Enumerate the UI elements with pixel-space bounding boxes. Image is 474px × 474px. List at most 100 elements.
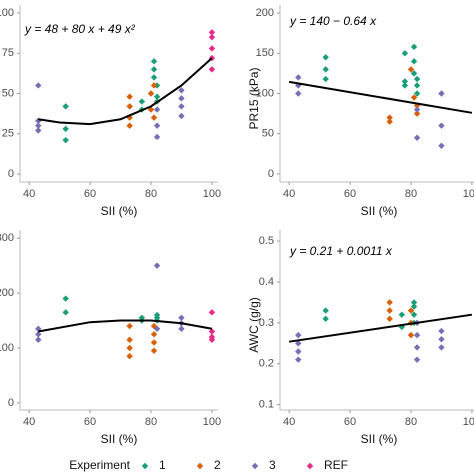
point — [150, 347, 158, 354]
point — [153, 133, 161, 141]
point — [147, 106, 155, 113]
x-tick-label: 60 — [84, 416, 96, 428]
point — [150, 74, 158, 81]
x-tick-label: 60 — [344, 188, 356, 200]
point — [322, 75, 329, 83]
point — [208, 328, 216, 335]
fit-line — [288, 313, 473, 343]
y-tick-label: 100 — [0, 7, 14, 19]
point — [322, 315, 329, 322]
point — [295, 331, 302, 339]
point — [126, 114, 133, 121]
point — [386, 118, 393, 125]
point — [126, 336, 133, 343]
point — [178, 112, 185, 120]
point — [322, 66, 329, 73]
legend-label: 3 — [269, 458, 276, 472]
x-tick-label: 40 — [283, 188, 295, 200]
equation: y = 48 + 80 x + 49 x² — [24, 22, 136, 36]
point — [322, 307, 329, 314]
x-tick-label: 80 — [405, 188, 417, 200]
y-tick-label: 100 — [256, 87, 274, 99]
point — [401, 78, 409, 85]
point — [35, 127, 42, 134]
y-tick-label: 100 — [0, 342, 14, 354]
point — [438, 122, 445, 129]
point — [413, 110, 421, 117]
point — [153, 106, 161, 113]
x-tick-label: 40 — [23, 188, 35, 200]
point — [150, 66, 158, 73]
point — [322, 54, 329, 61]
point — [410, 58, 418, 65]
point — [150, 339, 158, 346]
point — [35, 82, 42, 89]
point — [413, 82, 421, 89]
point — [126, 344, 133, 352]
x-tick-label: 100 — [203, 188, 221, 200]
y-tick-label: 0 — [8, 397, 14, 409]
point — [386, 114, 393, 121]
y-tick-label: 0 — [268, 168, 274, 180]
point — [438, 344, 445, 351]
point — [413, 134, 421, 141]
x-tick-label: 80 — [145, 188, 157, 200]
point — [413, 356, 421, 363]
point — [147, 90, 155, 97]
point — [410, 70, 418, 77]
point — [126, 103, 133, 110]
point — [407, 307, 415, 314]
x-tick-label: 100 — [463, 416, 474, 428]
point — [178, 314, 185, 322]
legend-label: REF — [324, 458, 348, 472]
point — [438, 90, 445, 97]
point — [126, 122, 133, 129]
legend-marker — [196, 462, 204, 470]
x-tick-label: 80 — [405, 416, 417, 428]
point — [398, 311, 406, 318]
y-tick-label: 25 — [2, 128, 14, 140]
y-tick-label: 0.3 — [259, 317, 274, 329]
point — [150, 331, 158, 338]
point — [35, 122, 42, 129]
legend-marker — [141, 462, 149, 470]
point — [407, 331, 415, 339]
point — [178, 95, 185, 102]
y-tick-label: 300 — [0, 232, 14, 244]
point — [413, 344, 421, 351]
y-axis-label: PR15 (kPa) — [247, 67, 261, 129]
point — [407, 66, 415, 73]
point — [295, 340, 302, 347]
x-axis-label: SII (%) — [101, 204, 138, 218]
y-tick-label: 150 — [256, 47, 274, 59]
x-axis-label: SII (%) — [361, 432, 398, 446]
x-tick-label: 40 — [283, 416, 295, 428]
point — [153, 325, 161, 332]
point — [410, 43, 418, 51]
x-tick-label: 100 — [203, 416, 221, 428]
y-tick-label: 0.1 — [259, 399, 274, 411]
fit-line — [38, 57, 213, 126]
point — [413, 331, 421, 339]
point — [178, 325, 185, 332]
point — [410, 299, 418, 306]
point — [150, 82, 158, 89]
x-tick-label: 60 — [84, 188, 96, 200]
x-axis-label: SII (%) — [361, 204, 398, 218]
point — [62, 309, 69, 316]
y-tick-label: 50 — [262, 128, 274, 140]
point — [438, 327, 445, 335]
point — [150, 58, 158, 65]
y-tick-label: 0.2 — [259, 358, 274, 370]
point — [35, 336, 42, 343]
point — [62, 295, 69, 302]
point — [401, 50, 409, 57]
legend-title: Experiment — [69, 458, 130, 472]
y-tick-label: 0.4 — [259, 276, 274, 288]
point — [35, 331, 42, 338]
point — [413, 106, 421, 113]
x-tick-label: 100 — [463, 188, 474, 200]
point — [413, 90, 421, 97]
point — [62, 103, 69, 110]
point — [208, 45, 216, 52]
